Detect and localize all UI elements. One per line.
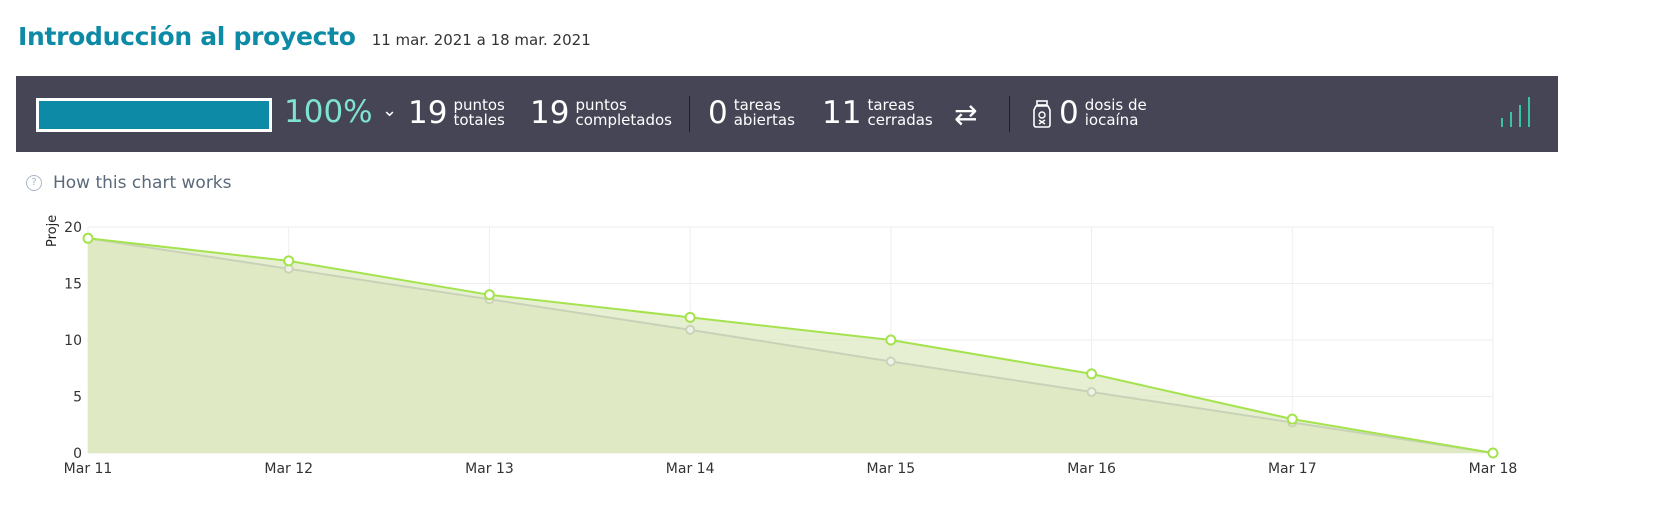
swap-arrows-icon[interactable]: ⇄	[954, 98, 978, 131]
x-tick-label: Mar 11	[64, 461, 113, 477]
progress-bar	[36, 98, 272, 132]
y-axis-ticks: 0 5 10 15 20	[64, 220, 82, 462]
stat-open-tasks: 0 tareas abiertas	[708, 93, 795, 133]
y-tick-label: 20	[64, 220, 82, 236]
date-range: 11 mar. 2021 a 18 mar. 2021	[371, 31, 591, 49]
header: Introducción al proyecto 11 mar. 2021 a …	[18, 22, 591, 51]
stat-closed-tasks-label: tareas cerradas	[867, 96, 933, 129]
real-point	[684, 311, 696, 323]
stats-bar: 100% ⌄ 19 puntos totales 19 puntos complet…	[16, 76, 1558, 152]
stat-total-points-value: 19	[408, 95, 448, 131]
real-point	[1487, 447, 1499, 459]
signal-bars-icon[interactable]	[1500, 96, 1534, 128]
progress-bar-fill	[39, 101, 269, 129]
divider	[689, 96, 690, 132]
help-link[interactable]: ? How this chart works	[26, 173, 232, 193]
chart-lines	[87, 237, 1494, 454]
real-point	[1086, 368, 1098, 380]
optimal-point	[885, 356, 896, 367]
y-tick-label: 5	[73, 390, 82, 406]
y-tick-label: 0	[73, 446, 82, 462]
stat-closed-tasks: 11 tareas cerradas	[822, 93, 933, 133]
optimal-point	[685, 324, 696, 335]
stat-total-points-label: puntos totales	[453, 96, 505, 129]
x-tick-label: Mar 16	[1067, 461, 1116, 477]
y-axis-label: Proje	[45, 215, 60, 247]
stat-total-points: 19 puntos totales	[408, 93, 505, 133]
optimal-line	[87, 237, 1494, 454]
progress-percent: 100%	[284, 94, 373, 130]
chart-points	[82, 232, 1499, 459]
divider	[1009, 96, 1010, 132]
x-tick-label: Mar 14	[666, 461, 715, 477]
x-axis-ticks: Mar 11 Mar 12 Mar 13 Mar 14 Mar 15 Mar 16 Mar …	[64, 461, 1518, 477]
poison-jar-icon	[1033, 100, 1051, 128]
question-icon: ?	[26, 175, 42, 191]
x-tick-label: Mar 15	[867, 461, 916, 477]
stat-open-tasks-value: 0	[708, 95, 728, 131]
stat-iocaine-label: dosis de iocaína	[1084, 96, 1147, 129]
real-point	[483, 289, 495, 301]
stat-open-tasks-label: tareas abiertas	[733, 96, 795, 129]
real-point	[283, 255, 295, 267]
real-point	[1286, 413, 1298, 425]
y-tick-label: 15	[64, 277, 82, 293]
page-title: Introducción al proyecto	[18, 22, 356, 51]
stat-completed-points: 19 puntos completados	[530, 93, 672, 133]
x-tick-label: Mar 12	[264, 461, 313, 477]
real-line	[87, 237, 1494, 454]
x-tick-label: Mar 18	[1469, 461, 1518, 477]
real-point	[82, 232, 94, 244]
stat-closed-tasks-value: 11	[822, 95, 862, 131]
optimal-point	[1086, 387, 1097, 397]
real-point	[885, 334, 897, 346]
stat-iocaine: 0 dosis de iocaína	[1059, 93, 1147, 133]
y-tick-label: 10	[64, 333, 82, 349]
stat-iocaine-value: 0	[1059, 95, 1079, 131]
stat-completed-points-label: puntos completados	[575, 96, 672, 129]
stat-completed-points-value: 19	[530, 95, 570, 131]
x-tick-label: Mar 17	[1268, 461, 1317, 477]
chevron-down-icon[interactable]: ⌄	[382, 100, 398, 121]
help-link-label: How this chart works	[53, 173, 232, 193]
x-tick-label: Mar 13	[465, 461, 514, 477]
